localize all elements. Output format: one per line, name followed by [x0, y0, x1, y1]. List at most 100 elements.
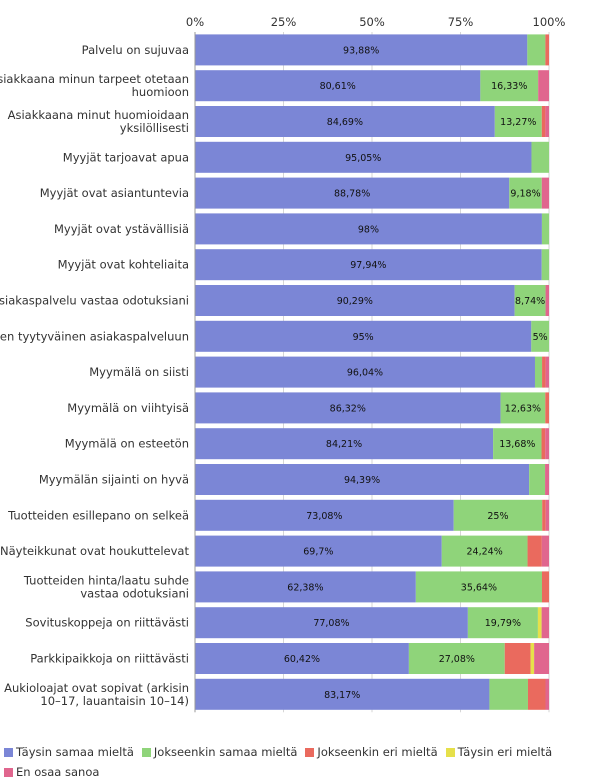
legend-item: Täysin samaa mieltä — [4, 742, 134, 762]
category-label: huomioon — [132, 85, 189, 99]
bar-segment — [195, 249, 542, 281]
x-tick-label: 0% — [186, 15, 204, 29]
bar-segment — [408, 643, 505, 674]
legend-item: Jokseenkin eri mieltä — [305, 742, 438, 762]
bar-segment — [195, 464, 530, 495]
bar-segment — [531, 320, 549, 352]
bar-segment — [545, 428, 549, 460]
legend-item: Täysin eri mieltä — [445, 742, 552, 762]
bar-segment — [541, 607, 549, 639]
bar-segment — [493, 428, 542, 460]
bar-segment — [529, 464, 546, 495]
data-label: 86,32% — [330, 403, 366, 414]
bar-segment — [541, 177, 549, 209]
data-label: 13,27% — [500, 117, 536, 128]
data-label: 84,21% — [326, 439, 362, 450]
bar-segment — [545, 464, 549, 495]
bar-segment — [489, 678, 528, 710]
data-label: 16,33% — [491, 81, 527, 92]
category-label: Myymälä on esteetön — [65, 437, 189, 451]
category-label: Myyjät ovat ystävällisiä — [54, 222, 189, 236]
data-label: 95% — [353, 332, 374, 343]
legend-label: En osaa sanoa — [16, 765, 100, 779]
bar-segment — [415, 571, 542, 603]
category-label: Myyjät ovat asiantuntevia — [40, 186, 189, 200]
bar-segment — [527, 535, 542, 567]
data-label: 24,24% — [467, 547, 503, 558]
data-label: 69,7% — [303, 547, 333, 558]
category-label: Myyjät ovat kohteliaita — [58, 258, 189, 272]
stacked-bar-chart: 0% 25% 50% 75% 100% Palvelu on sujuvaa 93,88% A… — [0, 15, 566, 713]
data-label: 19,79% — [485, 618, 521, 629]
bar-segment — [453, 499, 543, 531]
bar-segment — [467, 607, 538, 639]
bar-segment — [545, 106, 549, 137]
data-label: 35,64% — [461, 582, 497, 593]
x-tick-label: 100% — [533, 15, 566, 29]
category-label: Tuotteiden hinta/laatu suhde — [23, 573, 189, 587]
data-label: 80,61% — [320, 81, 356, 92]
bar-segment — [531, 141, 549, 173]
category-label: Asiakaspalvelu vastaa odotuksiani — [0, 294, 189, 308]
bar-segment — [541, 213, 549, 245]
bar-segment — [195, 678, 490, 710]
data-label: 95,05% — [345, 153, 381, 164]
bar-segment — [538, 70, 549, 102]
bar-segment — [545, 392, 549, 424]
data-label: 94,39% — [344, 475, 380, 486]
bar-segment — [195, 34, 528, 66]
chart-legend: Täysin samaa mieltä Jokseenkin samaa miel… — [4, 742, 596, 782]
legend-swatch — [305, 747, 315, 757]
bar-segment — [195, 285, 515, 316]
data-label: 27,08% — [439, 654, 475, 665]
bar-segment — [195, 70, 481, 102]
bar-segment — [542, 499, 546, 531]
bar-segment — [527, 34, 546, 66]
bar-segment — [545, 499, 549, 531]
data-label: 73,08% — [306, 511, 342, 522]
category-label: Parkkipaikkoja on riittävästi — [30, 652, 189, 666]
bar-segment — [541, 106, 546, 137]
data-label: 9,18% — [510, 189, 540, 200]
bar-segment — [195, 141, 532, 173]
bar-segment — [195, 499, 454, 531]
bar-segment — [541, 571, 549, 603]
category-label: Sovituskoppeja on riittävästi — [25, 616, 189, 630]
data-label: 60,42% — [284, 654, 320, 665]
category-label: Myymälän sijainti on hyvä — [39, 473, 189, 487]
legend-swatch — [4, 767, 13, 777]
x-tick-label: 25% — [271, 15, 297, 29]
bar-segment — [514, 285, 546, 316]
data-label: 77,08% — [313, 618, 349, 629]
category-label: Olen tyytyväinen asiakaspalveluun — [0, 329, 189, 343]
x-tick-label: 50% — [359, 15, 385, 29]
bar-segment — [542, 356, 546, 388]
bar-segment — [195, 392, 501, 424]
category-label: Tuotteiden esillepano on selkeä — [7, 508, 189, 522]
legend-swatch — [141, 747, 151, 757]
bar-segment — [441, 535, 528, 567]
bar-segment — [530, 643, 535, 674]
bar-segment — [541, 249, 549, 281]
bar-segment — [195, 571, 416, 603]
category-label: vastaa odotuksiani — [80, 586, 189, 600]
bar-segment — [504, 643, 531, 674]
data-label: 90,29% — [337, 296, 373, 307]
bar-segment — [480, 70, 539, 102]
category-label: Asiakkaana minun tarpeet otetaan — [0, 72, 189, 86]
data-label: 96,04% — [347, 368, 383, 379]
bar-segment — [195, 213, 542, 245]
category-label: Asiakkaana minut huomioidaan — [8, 108, 189, 122]
bar-segment — [195, 106, 495, 137]
bar-segment — [195, 177, 510, 209]
bar-segment — [534, 356, 543, 388]
category-label: 10–17, lauantaisin 10–14) — [40, 694, 189, 708]
bar-segment — [545, 678, 550, 710]
bar-segment — [195, 356, 535, 388]
bar-segment — [195, 535, 442, 567]
bar-segment — [541, 535, 549, 567]
legend-item: Jokseenkin samaa mieltä — [141, 742, 297, 762]
data-label: 97,94% — [350, 260, 386, 271]
category-label: yksilöllisesti — [120, 121, 189, 135]
legend-swatch — [4, 747, 13, 757]
